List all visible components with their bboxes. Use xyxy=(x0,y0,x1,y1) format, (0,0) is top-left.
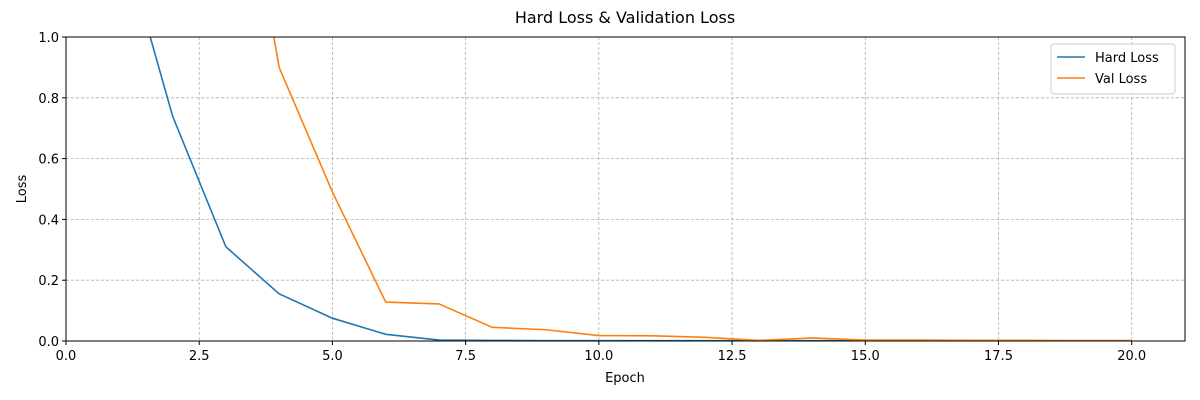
legend: Hard Loss Val Loss xyxy=(1050,43,1176,95)
x-tick-label: 12.5 xyxy=(718,349,747,364)
plot-area xyxy=(149,37,1132,341)
x-tick-label: 0.0 xyxy=(56,349,77,364)
x-tick-label: 2.5 xyxy=(189,349,210,364)
plot-frame xyxy=(65,36,1186,342)
y-tick-label: 0.6 xyxy=(38,153,59,168)
legend-label: Val Loss xyxy=(1095,72,1147,87)
grid xyxy=(65,36,1185,342)
legend-label: Hard Loss xyxy=(1095,51,1159,66)
data-line xyxy=(149,37,1132,341)
y-axis-label: Loss xyxy=(15,175,30,204)
x-tick-label: 20.0 xyxy=(1117,349,1146,364)
y-tick-label: 1.0 xyxy=(38,31,59,46)
y-tick-label: 0.0 xyxy=(38,335,59,350)
y-tick-label: 0.8 xyxy=(38,92,59,107)
ticks: 0.0 2.5 5.0 7.5 10.0 12.5 15.0 17.5 20.0 0.0 0.2 0.… xyxy=(38,31,1146,364)
y-tick-label: 0.2 xyxy=(38,274,59,289)
x-tick-label: 17.5 xyxy=(984,349,1013,364)
y-tick-label: 0.4 xyxy=(38,213,59,228)
data-line xyxy=(273,37,1132,341)
x-tick-label: 10.0 xyxy=(584,349,613,364)
x-axis-label: Epoch xyxy=(605,371,645,386)
x-tick-label: 5.0 xyxy=(322,349,343,364)
x-tick-label: 7.5 xyxy=(455,349,476,364)
chart-title: Hard Loss & Validation Loss xyxy=(515,8,735,27)
x-tick-label: 15.0 xyxy=(851,349,880,364)
